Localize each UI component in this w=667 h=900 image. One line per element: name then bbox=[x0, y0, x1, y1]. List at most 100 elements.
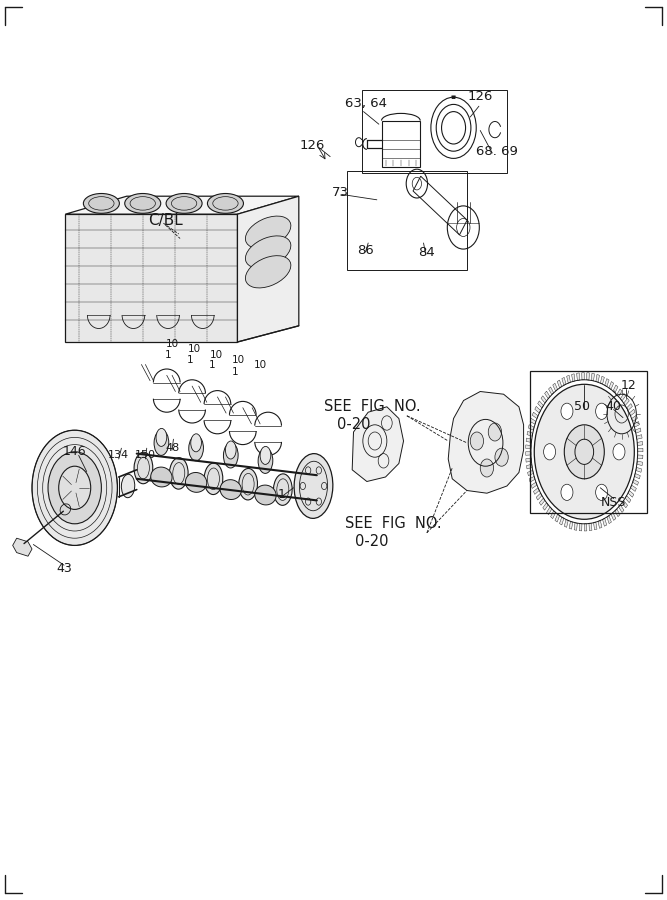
Polygon shape bbox=[615, 508, 620, 517]
Polygon shape bbox=[528, 425, 534, 430]
Text: 50: 50 bbox=[574, 400, 590, 413]
Ellipse shape bbox=[204, 464, 223, 494]
Text: 1: 1 bbox=[187, 355, 193, 365]
Polygon shape bbox=[530, 418, 536, 424]
Polygon shape bbox=[637, 461, 642, 465]
Text: 43: 43 bbox=[56, 562, 72, 575]
Polygon shape bbox=[543, 503, 548, 510]
Ellipse shape bbox=[255, 485, 276, 505]
Ellipse shape bbox=[185, 472, 207, 492]
Text: 84: 84 bbox=[418, 246, 436, 258]
Text: 150: 150 bbox=[135, 450, 156, 461]
Ellipse shape bbox=[166, 194, 202, 213]
Polygon shape bbox=[65, 196, 299, 214]
Polygon shape bbox=[630, 485, 636, 491]
Polygon shape bbox=[237, 196, 299, 342]
Polygon shape bbox=[557, 380, 562, 388]
Polygon shape bbox=[638, 448, 643, 452]
Circle shape bbox=[59, 466, 91, 509]
Polygon shape bbox=[625, 496, 631, 503]
Polygon shape bbox=[569, 521, 573, 529]
Ellipse shape bbox=[189, 436, 203, 461]
Ellipse shape bbox=[260, 446, 271, 464]
Polygon shape bbox=[589, 523, 592, 531]
Polygon shape bbox=[574, 523, 578, 530]
Text: 10: 10 bbox=[210, 349, 223, 360]
Text: 134: 134 bbox=[108, 450, 129, 461]
Polygon shape bbox=[535, 407, 540, 413]
Ellipse shape bbox=[220, 480, 241, 500]
Ellipse shape bbox=[156, 428, 167, 446]
Text: 1: 1 bbox=[231, 366, 238, 377]
Polygon shape bbox=[564, 519, 568, 527]
Polygon shape bbox=[600, 376, 604, 384]
Polygon shape bbox=[582, 373, 584, 380]
Text: 1: 1 bbox=[209, 360, 215, 371]
Polygon shape bbox=[546, 507, 552, 515]
Polygon shape bbox=[528, 471, 534, 475]
Ellipse shape bbox=[125, 194, 161, 213]
Circle shape bbox=[564, 425, 604, 479]
Ellipse shape bbox=[169, 458, 188, 489]
Ellipse shape bbox=[83, 194, 119, 213]
Text: 146: 146 bbox=[63, 446, 87, 458]
Polygon shape bbox=[529, 476, 535, 482]
Circle shape bbox=[561, 484, 573, 500]
Polygon shape bbox=[531, 482, 537, 489]
Text: NSS: NSS bbox=[601, 496, 626, 508]
Circle shape bbox=[480, 459, 494, 477]
Polygon shape bbox=[567, 375, 570, 383]
Ellipse shape bbox=[245, 236, 291, 268]
Polygon shape bbox=[635, 428, 641, 433]
Circle shape bbox=[470, 432, 484, 450]
Polygon shape bbox=[586, 373, 590, 380]
Ellipse shape bbox=[273, 474, 292, 505]
Ellipse shape bbox=[207, 194, 243, 213]
Polygon shape bbox=[636, 467, 642, 472]
Polygon shape bbox=[602, 518, 607, 526]
Polygon shape bbox=[613, 385, 618, 392]
Polygon shape bbox=[536, 493, 542, 500]
Text: 1: 1 bbox=[277, 489, 285, 501]
Polygon shape bbox=[526, 438, 532, 443]
Ellipse shape bbox=[151, 467, 172, 487]
Text: SEE  FIG  NO.: SEE FIG NO. bbox=[324, 400, 420, 414]
Ellipse shape bbox=[223, 443, 238, 468]
Circle shape bbox=[544, 444, 556, 460]
Polygon shape bbox=[526, 452, 531, 455]
Polygon shape bbox=[596, 374, 600, 382]
Text: 126: 126 bbox=[468, 91, 493, 104]
Polygon shape bbox=[638, 454, 643, 459]
Text: 10: 10 bbox=[232, 355, 245, 365]
Polygon shape bbox=[617, 389, 622, 397]
Polygon shape bbox=[352, 407, 404, 482]
Polygon shape bbox=[636, 435, 642, 439]
Circle shape bbox=[48, 452, 101, 524]
Polygon shape bbox=[13, 538, 32, 556]
Circle shape bbox=[613, 444, 625, 460]
Polygon shape bbox=[626, 403, 632, 410]
Circle shape bbox=[488, 423, 502, 441]
Polygon shape bbox=[620, 393, 626, 400]
Polygon shape bbox=[448, 392, 524, 493]
Polygon shape bbox=[634, 421, 640, 428]
Ellipse shape bbox=[191, 434, 201, 452]
Circle shape bbox=[561, 403, 573, 419]
Ellipse shape bbox=[154, 430, 169, 455]
Polygon shape bbox=[548, 387, 554, 395]
Ellipse shape bbox=[245, 256, 291, 288]
Polygon shape bbox=[622, 500, 628, 508]
Text: 10: 10 bbox=[253, 360, 267, 371]
Polygon shape bbox=[628, 491, 634, 497]
Text: 10: 10 bbox=[165, 338, 179, 349]
Polygon shape bbox=[634, 473, 640, 479]
Text: 40: 40 bbox=[606, 400, 622, 413]
Polygon shape bbox=[555, 514, 560, 522]
Circle shape bbox=[534, 384, 634, 519]
Polygon shape bbox=[584, 524, 587, 531]
Polygon shape bbox=[579, 524, 582, 531]
Ellipse shape bbox=[294, 454, 333, 518]
Text: 48: 48 bbox=[165, 443, 179, 454]
Polygon shape bbox=[618, 505, 624, 512]
Circle shape bbox=[32, 430, 117, 545]
